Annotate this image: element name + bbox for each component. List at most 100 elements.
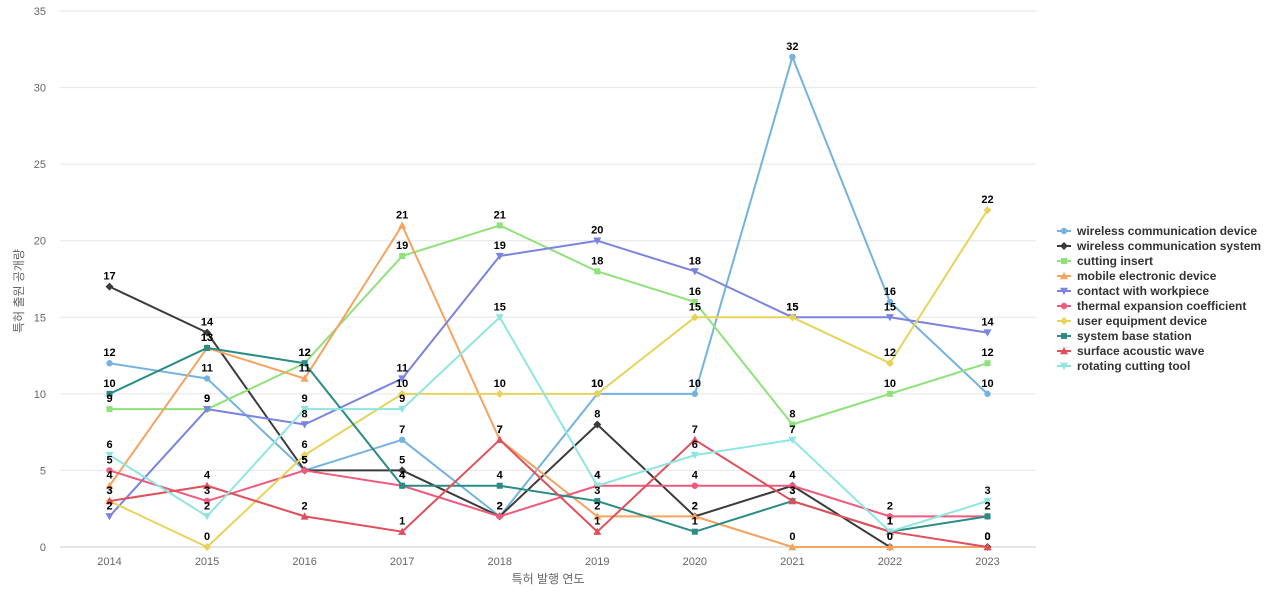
data-label: 7 — [399, 424, 405, 436]
data-label: 17 — [103, 271, 115, 283]
data-label: 4 — [594, 470, 601, 482]
legend-marker — [1060, 302, 1068, 310]
data-point — [593, 512, 602, 520]
data-point — [106, 406, 113, 413]
data-point — [788, 436, 797, 444]
data-point — [593, 527, 602, 535]
data-point — [789, 421, 796, 428]
data-label: 10 — [884, 378, 896, 390]
data-label: 11 — [201, 363, 213, 375]
data-label: 1 — [594, 516, 600, 528]
data-point — [984, 513, 991, 520]
data-label: 14 — [201, 317, 214, 329]
y-tick-label: 15 — [34, 312, 46, 324]
data-point — [203, 497, 211, 505]
legend-item[interactable]: wireless communication device — [1057, 224, 1257, 238]
legend-item[interactable]: mobile electronic device — [1057, 269, 1217, 283]
data-point — [106, 390, 113, 397]
data-label: 2 — [984, 500, 990, 512]
series-line — [108, 316, 988, 533]
data-label: 12 — [298, 347, 310, 359]
data-point — [105, 497, 114, 505]
data-point — [983, 329, 992, 337]
data-point — [301, 360, 308, 367]
legend-marker — [1061, 333, 1067, 339]
data-label: 3 — [204, 485, 210, 497]
data-label: 19 — [396, 240, 408, 252]
data-point — [204, 344, 211, 351]
legend-item[interactable]: surface acoustic wave — [1057, 344, 1205, 358]
legend-marker — [1060, 287, 1068, 295]
series-line — [109, 55, 989, 518]
legend-label: wireless communication device — [1076, 224, 1257, 238]
data-point — [398, 375, 407, 383]
x-tick-label: 2021 — [780, 556, 804, 568]
data-label: 4 — [399, 470, 406, 482]
legend-item[interactable]: rotating cutting tool — [1057, 359, 1190, 373]
data-point — [495, 252, 504, 261]
legend-label: thermal expansion coefficient — [1077, 299, 1246, 313]
series-9 — [105, 314, 992, 536]
data-label: 4 — [789, 470, 796, 482]
data-point — [886, 298, 894, 306]
data-label: 7 — [497, 424, 503, 436]
data-point — [203, 481, 212, 489]
x-tick-label: 2019 — [585, 556, 609, 568]
data-label: 18 — [689, 255, 701, 267]
legend-item[interactable]: user equipment device — [1057, 314, 1207, 328]
legend-item[interactable]: cutting insert — [1057, 254, 1153, 268]
legend-marker — [1060, 317, 1068, 325]
data-point — [789, 53, 796, 61]
data-label: 0 — [984, 531, 990, 543]
data-label: 0 — [887, 531, 893, 543]
data-point — [788, 313, 797, 322]
data-point — [203, 375, 211, 382]
data-label: 12 — [981, 347, 993, 359]
data-point — [496, 222, 503, 229]
data-label: 7 — [692, 424, 698, 436]
data-label: 9 — [204, 393, 210, 405]
data-label: 10 — [981, 378, 993, 390]
y-axis-title: 특허 출원 공개량 — [12, 249, 26, 333]
data-point — [203, 513, 212, 521]
data-label: 13 — [201, 332, 213, 344]
data-point — [398, 389, 407, 398]
data-label: 0 — [984, 531, 990, 543]
x-tick-label: 2022 — [878, 556, 902, 568]
legend-item[interactable]: wireless communication system — [1057, 239, 1261, 253]
series-line — [108, 239, 988, 518]
data-label: 7 — [497, 424, 503, 436]
data-label: 1 — [692, 516, 698, 528]
data-point — [495, 435, 504, 443]
x-tick-label: 2018 — [487, 556, 511, 568]
data-label: 4 — [399, 470, 406, 482]
data-label: 4 — [594, 470, 601, 482]
data-label: 0 — [204, 531, 210, 543]
legend-label: user equipment device — [1077, 314, 1207, 328]
data-label: 2 — [302, 500, 308, 512]
data-label: 9 — [302, 393, 308, 405]
x-tick-label: 2016 — [292, 556, 316, 568]
series-line — [109, 438, 988, 548]
data-label: 21 — [396, 209, 408, 221]
data-point — [300, 451, 309, 460]
data-label: 12 — [884, 347, 896, 359]
data-point — [300, 405, 309, 414]
data-point — [300, 421, 309, 429]
data-label: 4 — [692, 470, 699, 482]
data-point — [984, 360, 991, 367]
data-label: 2 — [594, 500, 600, 512]
data-point — [105, 513, 114, 521]
legend-item[interactable]: contact with workpiece — [1057, 284, 1209, 298]
data-label: 0 — [887, 531, 893, 543]
data-label: 8 — [594, 408, 600, 420]
legend-marker — [1060, 347, 1068, 355]
data-label: 18 — [591, 255, 603, 267]
legend-label: wireless communication system — [1076, 239, 1261, 253]
legend-item[interactable]: system base station — [1057, 329, 1192, 343]
legend-item[interactable]: thermal expansion coefficient — [1057, 299, 1246, 313]
data-label: 9 — [106, 393, 112, 405]
data-point — [106, 360, 113, 367]
